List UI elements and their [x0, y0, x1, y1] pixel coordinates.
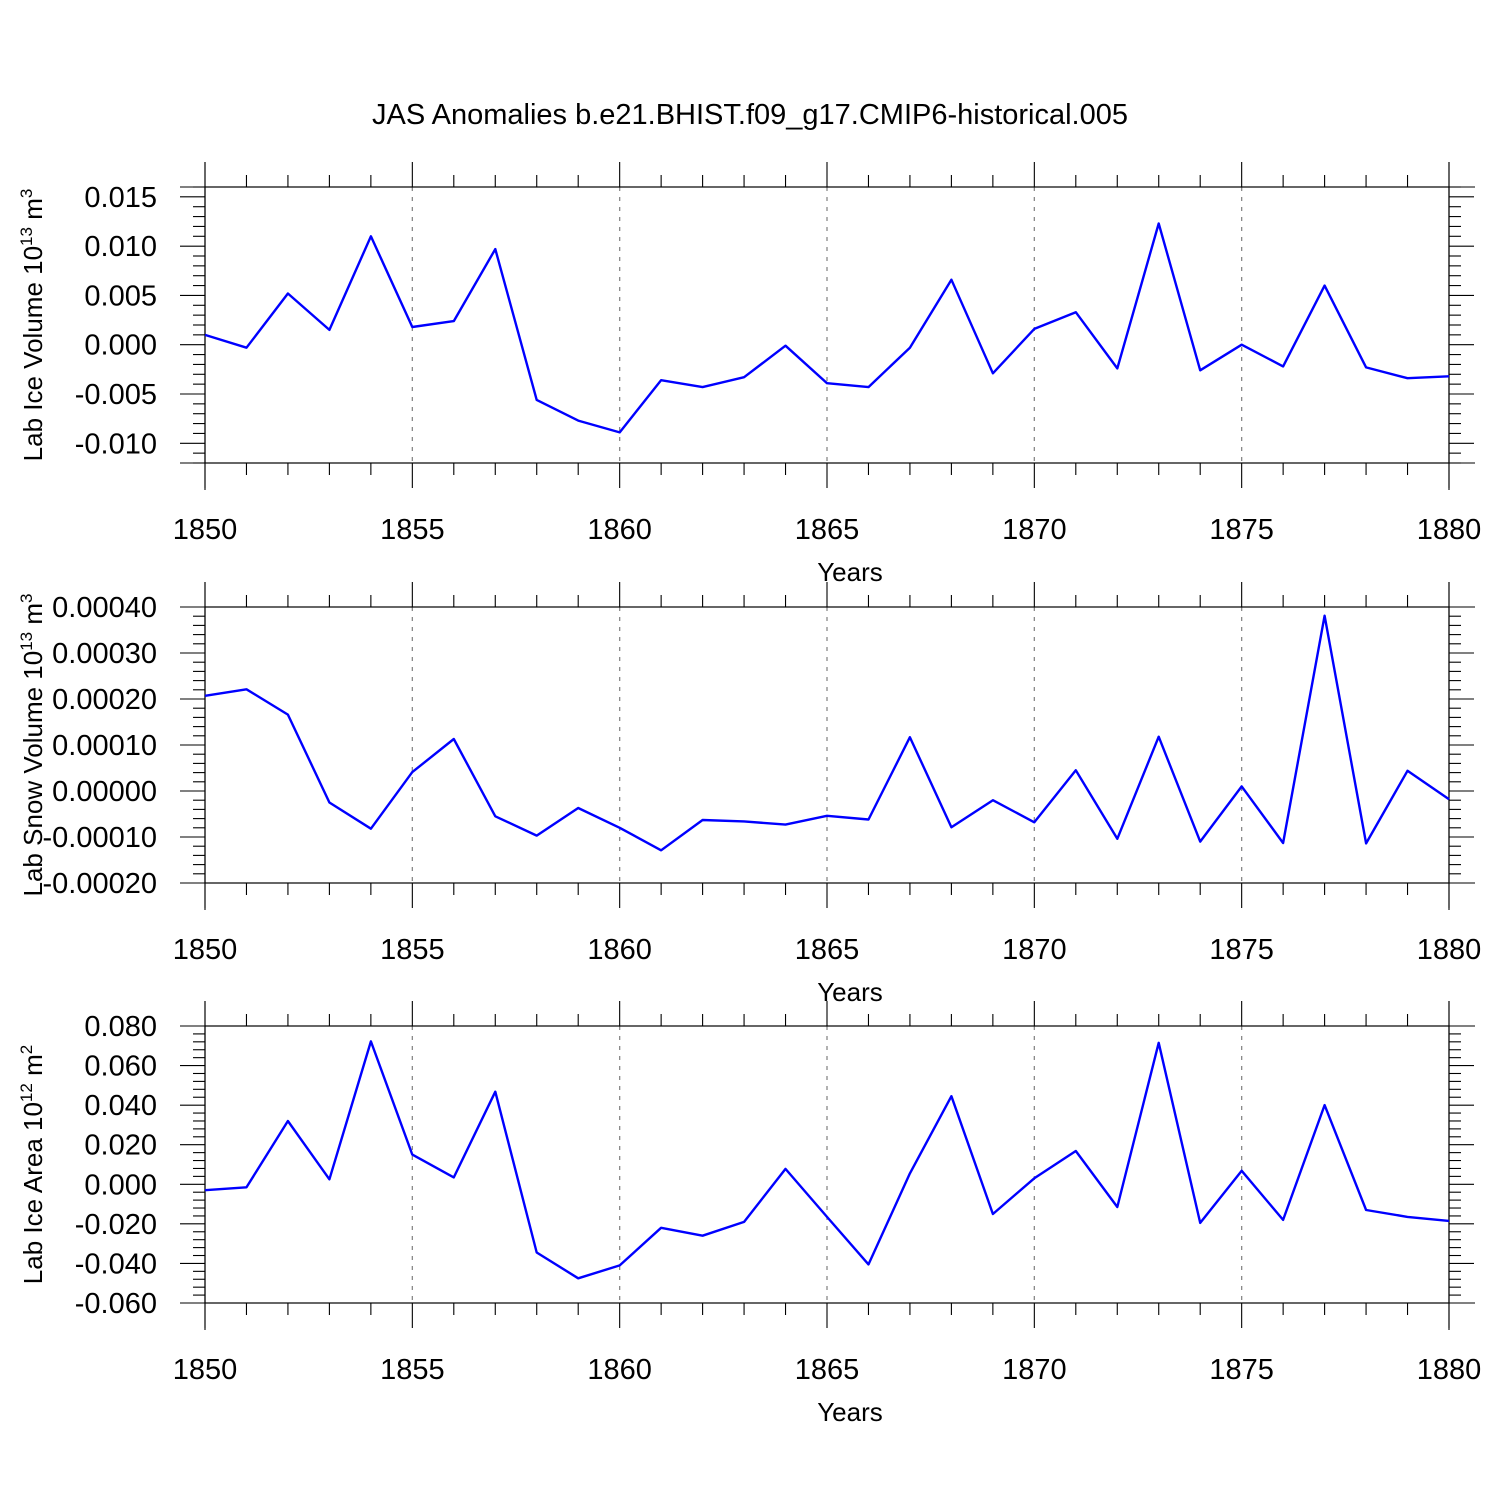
panel-2-y-axis-label: Lab Snow Volume 1013 m3 — [17, 593, 48, 896]
panel-2-y-tick-label: 0.00030 — [52, 638, 157, 670]
panel-2-y-tick-label: 0.00020 — [52, 684, 157, 716]
panel-3-series-line — [204, 1040, 1450, 1280]
panel-2-y-tick-label: 0.00040 — [52, 592, 157, 624]
panel-1-x-tick-label: 1870 — [1002, 514, 1067, 546]
panel-3-y-tick-label: -0.020 — [75, 1209, 157, 1241]
panel-3-y-tick-label: -0.040 — [75, 1248, 157, 1280]
panel-2-x-tick-label: 1865 — [795, 934, 860, 966]
panel-2-x-tick-label: 1860 — [587, 934, 652, 966]
panel-2-x-axis-label: Years — [817, 977, 883, 1007]
panel-3-x-tick-label: 1860 — [587, 1354, 652, 1386]
panel-3-x-axis-label: Years — [817, 1397, 883, 1427]
panel-1-series-line — [204, 222, 1450, 434]
panel-1-x-axis-label: Years — [817, 557, 883, 587]
panel-3-x-tick-label: 1850 — [173, 1354, 238, 1386]
panel-3-y-tick-label: 0.080 — [84, 1011, 157, 1043]
panel-2-x-tick-label: 1880 — [1417, 934, 1482, 966]
panel-lab-ice-volume: 0.015 0.010 0.005 0.000 -0.005 -0.010 1850 1855… — [17, 162, 1481, 587]
panel-1-y-tick-label: 0.015 — [84, 182, 157, 214]
panel-2-y-tick-label: 0.00010 — [52, 730, 157, 762]
panel-1-y-tick-label: -0.005 — [75, 379, 157, 411]
panel-2-x-tick-label: 1850 — [173, 934, 238, 966]
panel-3-y-tick-label: 0.020 — [84, 1130, 157, 1162]
panel-1-x-tick-label: 1855 — [380, 514, 445, 546]
panel-3-x-tick-label: 1880 — [1417, 1354, 1482, 1386]
panel-3-y-tick-label: 0.000 — [84, 1169, 157, 1201]
panel-2-x-tick-label: 1875 — [1209, 934, 1274, 966]
panel-1-x-tick-label: 1860 — [587, 514, 652, 546]
panel-1-y-tick-label: 0.005 — [84, 280, 157, 312]
panel-2-series-line — [204, 614, 1450, 852]
panel-1-y-tick-label: 0.000 — [84, 330, 157, 362]
panel-1-y-axis-label: Lab Ice Volume 1013 m3 — [17, 189, 48, 462]
panel-2-y-tick-label: -0.00010 — [43, 822, 158, 854]
panel-2-x-tick-label: 1870 — [1002, 934, 1067, 966]
panel-lab-snow-volume: 0.00040 0.00030 0.00020 0.00010 0.00000 -0.00… — [17, 582, 1481, 1007]
panel-3-x-tick-label: 1855 — [380, 1354, 445, 1386]
panel-3-x-tick-label: 1865 — [795, 1354, 860, 1386]
panel-1-x-tick-label: 1880 — [1417, 514, 1482, 546]
panel-2-y-tick-label: -0.00020 — [43, 868, 158, 900]
panel-3-y-axis-label: Lab Ice Area 1012 m2 — [17, 1045, 48, 1284]
chart-title: JAS Anomalies b.e21.BHIST.f09_g17.CMIP6-… — [372, 99, 1128, 131]
panel-3-x-tick-label: 1870 — [1002, 1354, 1067, 1386]
panel-2-y-tick-label: 0.00000 — [52, 776, 157, 808]
panel-1-x-tick-label: 1865 — [795, 514, 860, 546]
panel-3-y-tick-label: -0.060 — [75, 1288, 157, 1320]
panel-1-x-tick-label: 1850 — [173, 514, 238, 546]
panel-3-y-tick-label: 0.060 — [84, 1051, 157, 1083]
panel-1-y-tick-label: -0.010 — [75, 428, 157, 460]
panel-1-y-tick-label: 0.010 — [84, 231, 157, 263]
panel-3-x-tick-label: 1875 — [1209, 1354, 1274, 1386]
panel-3-y-tick-label: 0.040 — [84, 1090, 157, 1122]
panel-lab-ice-area: 0.080 0.060 0.040 0.020 0.000 -0.020 -0.040 -0.… — [17, 1001, 1481, 1427]
panel-1-x-tick-label: 1875 — [1209, 514, 1274, 546]
panel-2-x-tick-label: 1855 — [380, 934, 445, 966]
